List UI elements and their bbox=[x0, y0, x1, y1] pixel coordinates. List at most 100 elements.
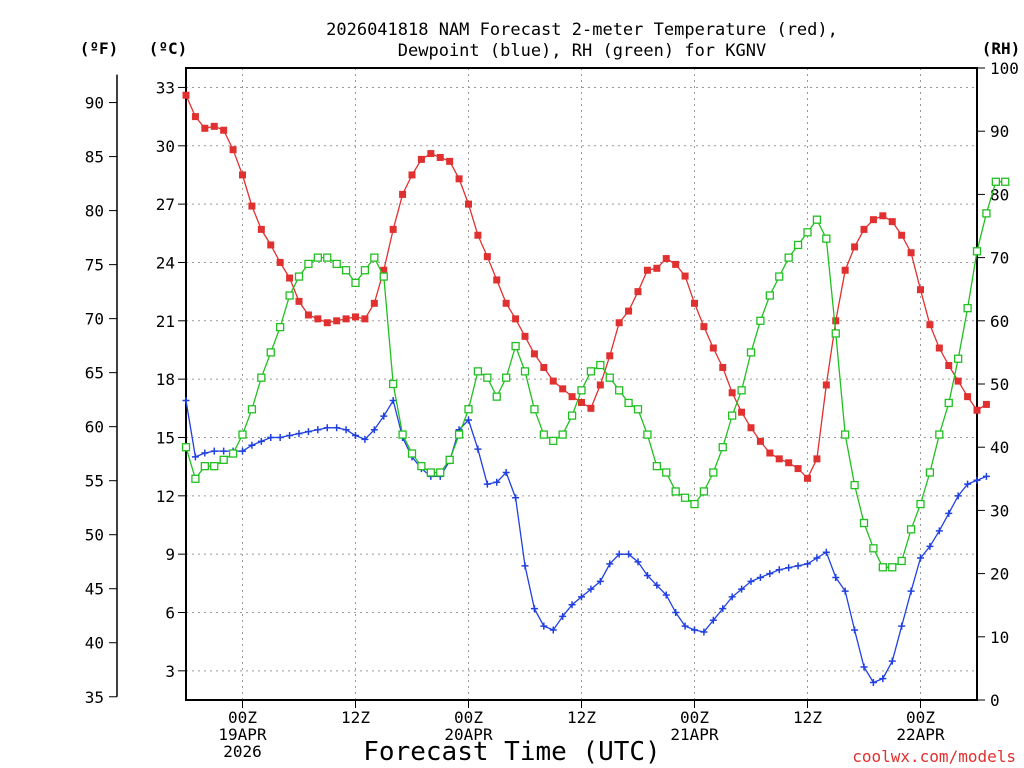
x-tick-label: 12Z bbox=[567, 708, 596, 727]
temperature-point bbox=[672, 260, 680, 268]
rh-point bbox=[266, 348, 275, 357]
dewpoint-point bbox=[267, 433, 275, 441]
temperature-point bbox=[295, 297, 303, 305]
rh-point bbox=[746, 348, 756, 357]
dewpoint-point bbox=[804, 560, 811, 568]
rh-point bbox=[859, 518, 869, 528]
temperature-point bbox=[559, 385, 567, 393]
dewpoint-point bbox=[380, 412, 388, 420]
celsius-tick-label: 27 bbox=[156, 195, 175, 214]
celsius-tick-label: 12 bbox=[156, 487, 175, 506]
dewpoint-point bbox=[738, 585, 746, 593]
dewpoint-point bbox=[257, 437, 265, 445]
temperature-point bbox=[549, 377, 557, 385]
temperature-point bbox=[465, 200, 472, 208]
celsius-tick-label: 18 bbox=[156, 370, 175, 389]
temperature-point bbox=[841, 266, 849, 274]
rh-point bbox=[247, 405, 257, 414]
rh-point bbox=[483, 373, 492, 382]
rh-point bbox=[445, 455, 454, 464]
x-tick-label: 12Z bbox=[793, 708, 822, 727]
dewpoint-point bbox=[323, 424, 331, 432]
dewpoint-point bbox=[361, 435, 369, 443]
fahrenheit-tick-label: 40 bbox=[85, 634, 104, 653]
temperature-point bbox=[738, 408, 746, 416]
temperature-point bbox=[276, 258, 284, 266]
dewpoint-point bbox=[493, 478, 501, 486]
credit-text: coolwx.com/models bbox=[852, 747, 1016, 766]
rh-point bbox=[191, 474, 200, 483]
dewpoint-point bbox=[747, 577, 755, 585]
fahrenheit-tick-label: 50 bbox=[85, 526, 104, 545]
temperature-point bbox=[521, 332, 529, 340]
rh-tick-label: 50 bbox=[990, 375, 1009, 394]
rh-tick-label: 0 bbox=[990, 691, 1000, 710]
dewpoint-point bbox=[210, 447, 218, 455]
dewpoint-point bbox=[756, 573, 764, 581]
temperature-point bbox=[380, 266, 388, 274]
temperature-point bbox=[851, 243, 859, 251]
temperature-point bbox=[229, 146, 237, 154]
rh-tick-label: 40 bbox=[990, 438, 1009, 457]
dewpoint-point bbox=[775, 566, 783, 574]
dewpoint-point bbox=[917, 554, 924, 562]
fahrenheit-tick-label: 55 bbox=[85, 472, 104, 491]
temperature-point bbox=[370, 299, 378, 307]
dewpoint-point bbox=[964, 480, 972, 488]
dewpoint-point bbox=[700, 628, 708, 636]
rh-point bbox=[916, 499, 925, 509]
dewpoint-point bbox=[201, 449, 209, 457]
series-temperature bbox=[182, 91, 990, 482]
dewpoint-point bbox=[182, 397, 190, 405]
rh-point bbox=[567, 411, 577, 420]
x-tick-label: 00Z bbox=[454, 708, 483, 727]
rh-point bbox=[426, 468, 435, 477]
dewpoint-point bbox=[860, 663, 868, 671]
temperature-point bbox=[709, 344, 717, 352]
dewpoint-point bbox=[483, 480, 491, 488]
rh-point bbox=[850, 480, 859, 490]
rh-point bbox=[520, 367, 530, 376]
dewpoint-point bbox=[954, 492, 962, 500]
temperature-point bbox=[653, 264, 661, 272]
dewpoint-line bbox=[185, 398, 987, 684]
rh-point bbox=[210, 462, 219, 471]
dewpoint-point bbox=[474, 445, 482, 453]
dewpoint-point bbox=[286, 432, 294, 440]
dewpoint-point bbox=[568, 601, 576, 609]
fahrenheit-tick-label: 90 bbox=[85, 94, 104, 113]
dewpoint-point bbox=[314, 426, 322, 434]
temperature-point bbox=[766, 449, 774, 457]
grid-lines bbox=[186, 68, 977, 700]
dewpoint-point bbox=[549, 626, 557, 634]
temperature-point bbox=[540, 363, 548, 371]
rh-point bbox=[709, 468, 718, 477]
chart-title-line2: Dewpoint (blue), RH (green) for KGNV bbox=[398, 41, 766, 61]
temperature-point bbox=[879, 212, 887, 220]
rh-point bbox=[558, 430, 567, 439]
rh-point bbox=[549, 436, 558, 446]
dewpoint-point bbox=[295, 430, 303, 438]
temperature-point bbox=[804, 474, 811, 482]
rh-point bbox=[756, 316, 765, 325]
temperature-point bbox=[935, 344, 943, 352]
rh-point bbox=[398, 430, 407, 439]
axes: 3 6 9 12 15 18 21 24 27 30 33 35 40 45 50 55 60 65 70 75 80 8… bbox=[85, 59, 1019, 710]
temperature-point bbox=[596, 381, 604, 389]
temperature-point bbox=[361, 315, 369, 323]
fahrenheit-axis-unit: (ºF) bbox=[80, 39, 119, 58]
temperature-point bbox=[926, 321, 934, 329]
temperature-point bbox=[455, 175, 463, 183]
rh-tick-label: 20 bbox=[990, 565, 1009, 584]
rh-point bbox=[285, 291, 294, 300]
temperature-point bbox=[389, 225, 397, 233]
series-dewpoint bbox=[182, 397, 990, 686]
temperature-point bbox=[775, 455, 783, 463]
rh-point bbox=[586, 367, 596, 376]
rh-tick-label: 100 bbox=[990, 59, 1019, 78]
rh-point bbox=[897, 556, 906, 566]
temperature-point bbox=[785, 459, 793, 467]
rh-point bbox=[671, 487, 680, 496]
